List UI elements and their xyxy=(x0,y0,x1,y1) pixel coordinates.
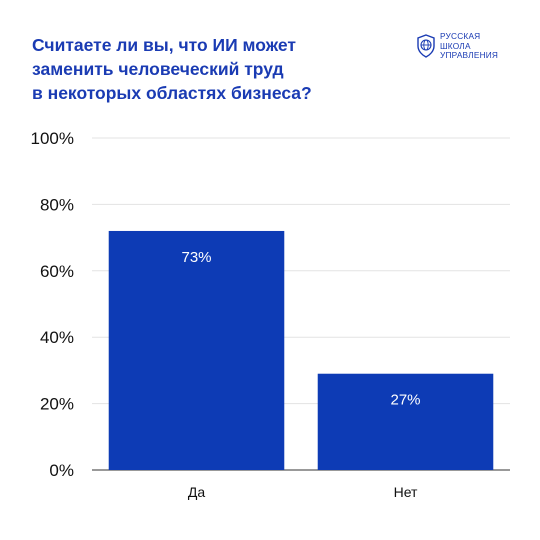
bar-1 xyxy=(108,230,285,470)
logo-line-1: РУССКАЯ xyxy=(440,31,481,41)
chart-title: Считаете ли вы, что ИИ может заменить че… xyxy=(32,33,362,105)
y-tick-label: 40% xyxy=(40,328,74,347)
y-tick-label: 20% xyxy=(40,395,74,414)
chart-title-line-2: заменить человеческий труд xyxy=(32,59,284,79)
logo-wordmark: РУССКАЯ ШКОЛА УПРАВЛЕНИЯ xyxy=(440,31,499,61)
chart-title-line-1: Считаете ли вы, что ИИ может xyxy=(32,35,296,55)
logo-line-3: УПРАВЛЕНИЯ xyxy=(440,50,499,60)
y-tick-label: 80% xyxy=(40,195,74,214)
data-label: 73% xyxy=(181,249,211,266)
globe-shield-icon xyxy=(417,34,435,59)
brand-logo: РУССКАЯ ШКОЛА УПРАВЛЕНИЯ xyxy=(416,31,499,61)
x-tick-label: Нет xyxy=(394,484,418,500)
x-tick-label: Да xyxy=(188,484,205,500)
bar-2 xyxy=(317,373,494,470)
y-tick-label: 100% xyxy=(31,129,74,148)
data-label: 27% xyxy=(390,392,420,409)
y-tick-label: 0% xyxy=(49,461,74,480)
y-tick-label: 60% xyxy=(40,262,74,281)
chart-title-line-3: в некоторых областях бизнеса? xyxy=(32,83,312,103)
logo-line-2: ШКОЛА xyxy=(440,40,471,51)
